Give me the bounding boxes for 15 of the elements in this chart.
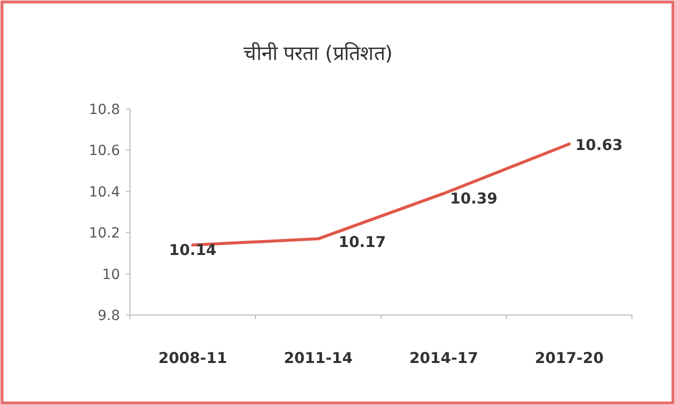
y-tick-label: 10.6 [88, 143, 120, 160]
y-tick-label: 10 [102, 266, 120, 283]
data-label: 10.39 [450, 189, 498, 208]
x-tick-label: 2008-11 [158, 349, 228, 367]
y-tick-label: 10.2 [88, 226, 120, 242]
chart-title: चीनी परता (प्रतिशत) [243, 41, 393, 65]
data-label: 10.14 [169, 240, 216, 259]
y-tick-label: 9.8 [98, 308, 120, 324]
x-tick-label: 2014-17 [409, 349, 478, 367]
y-tick-label: 10.4 [88, 184, 120, 200]
x-tick-label: 2011-14 [284, 349, 353, 367]
y-tick-label: 10.8 [88, 102, 120, 118]
data-label: 10.17 [338, 232, 386, 251]
x-tick-label: 2017-20 [534, 349, 604, 367]
data-label: 10.63 [575, 136, 623, 154]
